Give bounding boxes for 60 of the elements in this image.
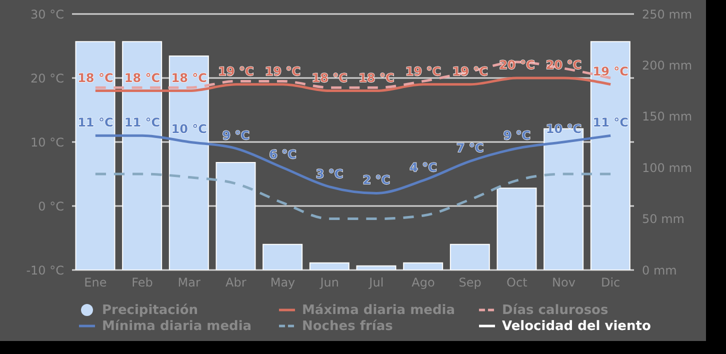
x-tick-label: Feb [132, 276, 153, 290]
x-tick-label: Dic [600, 276, 620, 290]
x-tick-label: Nov [552, 276, 576, 290]
legend-label: Velocidad del viento [502, 318, 651, 334]
y-tick-label: 10 °C [30, 135, 64, 150]
bar [168, 55, 209, 270]
data-label: 18 °C [171, 70, 208, 85]
legend-label: Precipitación [102, 302, 198, 318]
data-label: 6 °C [269, 148, 297, 162]
data-label: 19 °C [218, 64, 254, 78]
data-label: 9 °C [503, 128, 531, 142]
x-tick-label: May [270, 276, 296, 290]
bar [403, 262, 444, 270]
y2-tick-label: 250 mm [642, 7, 692, 22]
data-label: 18 °C [78, 70, 114, 85]
y-tick-label: 30 °C [30, 7, 64, 22]
bar [262, 244, 303, 270]
data-label: 10 °C [171, 122, 208, 136]
line-series [94, 60, 612, 89]
legend-label: Noches frías [302, 318, 393, 334]
y-tick-label: 0 °C [38, 199, 64, 214]
x-tick-label: Jul [368, 276, 384, 290]
data-label: 20 °C [499, 58, 535, 72]
x-tick-label: Jun [319, 276, 339, 290]
x-tick-label: Ago [412, 276, 435, 290]
data-label: 11 °C [592, 116, 629, 130]
x-tick-label: Oct [506, 276, 528, 290]
legend-label: Mínima diaria media [102, 318, 252, 334]
data-label: 7 °C [456, 141, 484, 156]
legend-label: Máxima diaria media [302, 302, 455, 318]
bar [496, 188, 537, 270]
bar [75, 41, 116, 270]
y2-tick-label: 100 mm [642, 160, 692, 175]
bar [309, 262, 350, 270]
y-tick-label: 20 °C [30, 71, 64, 86]
data-label: 3 °C [316, 166, 344, 181]
y2-tick-label: 150 mm [642, 110, 692, 124]
x-tick-label: Ene [84, 276, 107, 290]
data-label: 19 °C [405, 64, 442, 78]
data-label: 19 °C [592, 64, 629, 78]
data-label: 2 °C [362, 173, 390, 188]
y2-tick-label: 0 mm [642, 263, 677, 278]
y2-tick-label: 50 mm [642, 212, 684, 226]
data-label: 4 °C [410, 160, 438, 174]
y-tick-label: -10 °C [26, 263, 64, 278]
bar [216, 162, 256, 270]
data-label: 11 °C [78, 116, 114, 130]
y2-tick-label: 200 mm [642, 58, 692, 72]
x-tick-label: Sep [458, 276, 482, 290]
bar [450, 244, 490, 270]
bar [356, 265, 396, 270]
bar [122, 41, 162, 270]
data-label: 11 °C [124, 116, 160, 130]
x-tick-label: Mar [178, 276, 200, 290]
data-label: 9 °C [222, 128, 250, 142]
x-tick-label: Abr [226, 276, 246, 290]
bar [590, 41, 630, 270]
data-label: 18 °C [124, 70, 160, 85]
legend-label: Días calurosos [502, 302, 608, 318]
data-label: 19 °C [264, 64, 301, 78]
